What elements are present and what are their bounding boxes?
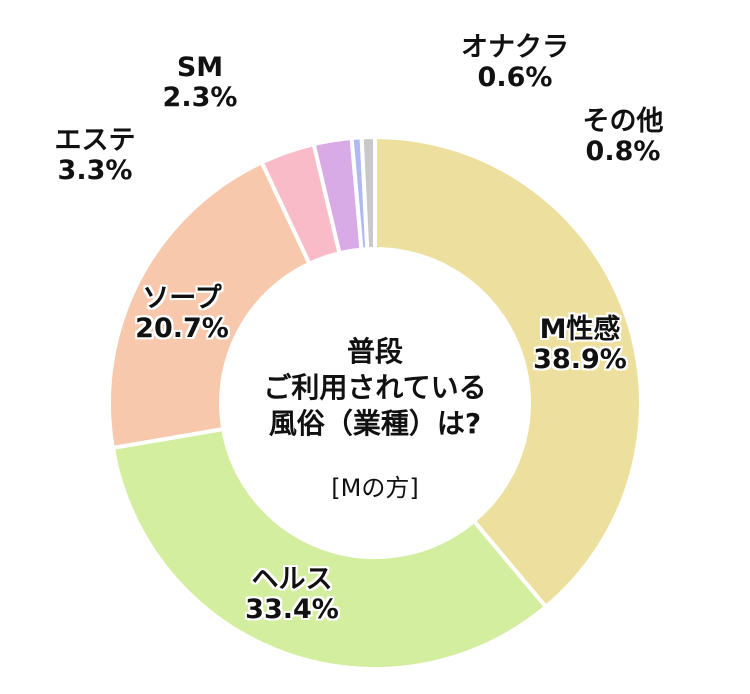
slice-value: 3.3%	[57, 155, 133, 186]
slice-label-other: その他 0.8%	[558, 107, 688, 167]
slice-m-seikan	[373, 135, 643, 609]
slice-label-sm: SM 2.3%	[140, 53, 260, 113]
chart-title-line-3: 風俗（業種）は?	[268, 407, 482, 440]
slice-soap	[107, 160, 312, 450]
slice-label-soap: ソープ 20.7%	[112, 284, 252, 344]
slice-value: 38.9%	[533, 344, 627, 375]
slice-label-esthe: エステ 3.3%	[30, 126, 160, 186]
slice-value: 2.3%	[162, 82, 238, 113]
slice-value: 20.7%	[135, 313, 229, 344]
slice-value: 0.6%	[477, 62, 553, 93]
slice-health	[110, 427, 548, 671]
slice-name: その他	[582, 106, 664, 137]
slice-label-m-seikan: M性感 38.9%	[500, 315, 660, 375]
slice-label-onakura: オナクラ 0.6%	[440, 33, 590, 93]
slice-name: SM	[176, 52, 224, 83]
chart-subtitle: [Mの方]	[331, 474, 419, 502]
slice-label-health: ヘルス 33.4%	[222, 565, 362, 625]
slice-name: エステ	[54, 125, 136, 156]
chart-title-line-2: ご利用されている	[263, 371, 487, 404]
slice-value: 33.4%	[245, 594, 339, 625]
slice-name: M性感	[539, 314, 621, 345]
slice-value: 0.8%	[585, 136, 661, 167]
slice-name: ヘルス	[251, 564, 333, 595]
slice-other	[359, 135, 377, 252]
slice-name: ソープ	[142, 283, 222, 314]
chart-title-line-1: 普段	[346, 335, 403, 368]
chart-title: 普段 ご利用されている 風俗（業種）は?	[225, 334, 525, 442]
slice-name: オナクラ	[461, 32, 569, 63]
donut-slices	[107, 135, 643, 671]
